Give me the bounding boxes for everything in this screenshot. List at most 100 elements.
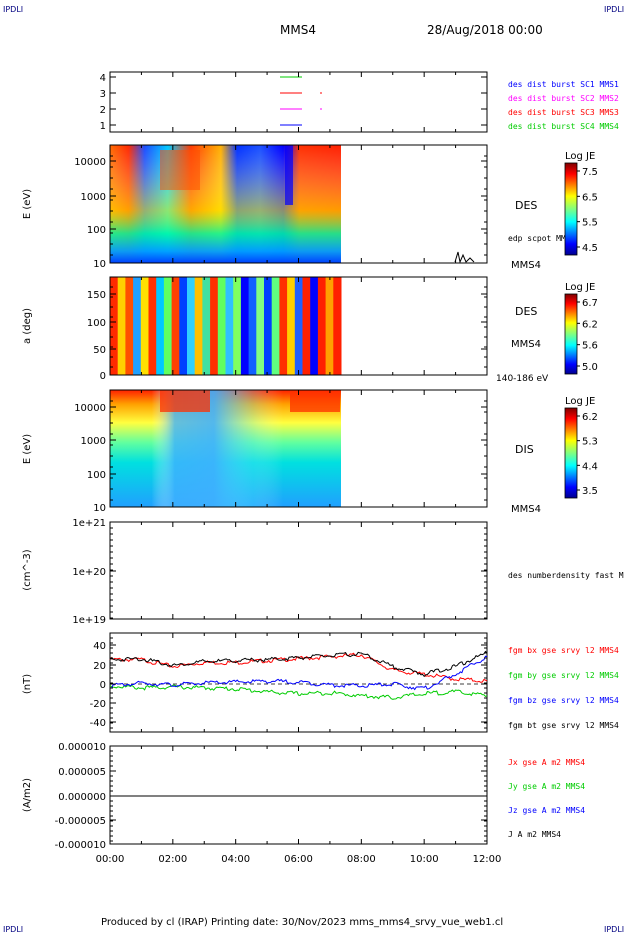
pitch-angle-stripe bbox=[171, 277, 180, 375]
panel4-ytick-label: 10 bbox=[93, 503, 106, 514]
pitch-angle-stripe bbox=[163, 277, 173, 375]
panel3-name: DES bbox=[515, 305, 537, 318]
pitch-angle-stripe bbox=[279, 277, 288, 375]
panel7-frame bbox=[109, 745, 488, 845]
panel3-ytick-label: 150 bbox=[87, 290, 106, 301]
des-energy-band-gap bbox=[285, 145, 293, 205]
time-tick-label: 02:00 bbox=[158, 854, 187, 865]
panel6-ytick-label: 20 bbox=[93, 661, 106, 672]
pitch-angle-stripe bbox=[294, 277, 303, 375]
pitch-angle-stripe bbox=[248, 277, 257, 375]
panel-magnetic-field bbox=[109, 632, 488, 733]
bfield-series-line bbox=[109, 655, 488, 691]
header-date: 28/Aug/2018 00:00 bbox=[427, 23, 543, 37]
bfield-legend-item: fgm by gse srvy l2 MMS4 bbox=[508, 671, 619, 680]
pitch-angle-stripe bbox=[240, 277, 250, 375]
panel3-cbar-tick-label: 5.6 bbox=[582, 341, 598, 352]
des-energy-spectrogram-overlay bbox=[110, 145, 341, 263]
panel7-ylabel: (A/m2) bbox=[22, 778, 33, 812]
panel4-colorbar bbox=[564, 407, 578, 499]
corner-label-tr: IPDLI bbox=[604, 5, 624, 14]
panel2-ytick-label: 1000 bbox=[81, 192, 106, 203]
burst-legend-item: des dist burst SC1 MMS1 bbox=[508, 80, 619, 89]
panel3-ytick-label: 100 bbox=[87, 318, 106, 329]
panel4-sc: MMS4 bbox=[511, 504, 541, 515]
panel3-colorbar bbox=[564, 293, 578, 375]
current-legend-item: Jx gse A m2 MMS4 bbox=[508, 758, 585, 767]
header-spacecraft: MMS4 bbox=[280, 23, 316, 37]
pitch-angle-stripe bbox=[287, 277, 296, 375]
pitch-angle-stripe bbox=[271, 277, 280, 375]
pitch-angle-stripe bbox=[225, 277, 234, 375]
pitch-angle-stripe bbox=[264, 277, 273, 375]
pitch-angle-stripe bbox=[125, 277, 134, 375]
time-tick-label: 12:00 bbox=[473, 854, 502, 865]
panel2-cbar-tick-label: 5.5 bbox=[582, 218, 598, 229]
panel4-name: DIS bbox=[515, 443, 534, 456]
panel3-cbar-tick-label: 6.2 bbox=[582, 319, 598, 330]
dis-energy-band-2 bbox=[290, 390, 340, 412]
corner-label-bl: IPDLI bbox=[3, 925, 23, 934]
burst-legend-item: des dist burst SC4 MMS4 bbox=[508, 122, 619, 131]
pitch-angle-stripe bbox=[210, 277, 219, 375]
panel2-name: DES bbox=[515, 199, 537, 212]
pitch-angle-stripe bbox=[310, 277, 319, 375]
panel6-ytick-label: -40 bbox=[90, 718, 106, 729]
panel-des-pitch bbox=[109, 276, 488, 376]
panel2-cbar-tick-label: 6.5 bbox=[582, 192, 598, 203]
panel4-ytick-label: 1000 bbox=[81, 436, 106, 447]
panel4-cbar-tick-label: 4.4 bbox=[582, 461, 598, 472]
panel7-ytick-label: -0.000010 bbox=[55, 840, 106, 851]
panel3-ytick-label: 50 bbox=[93, 345, 106, 356]
panel7-ytick-label: -0.000005 bbox=[55, 816, 106, 827]
time-tick-label: 08:00 bbox=[347, 854, 376, 865]
pitch-angle-stripe bbox=[202, 277, 211, 375]
pitch-angle-stripe bbox=[179, 277, 188, 375]
pitch-angle-stripe bbox=[148, 277, 157, 375]
bfield-series-line bbox=[109, 684, 488, 700]
bfield-series-line bbox=[109, 650, 488, 678]
panel-density bbox=[109, 521, 488, 620]
panel-burst-availability bbox=[109, 71, 488, 133]
panel6-ytick-label: 0 bbox=[100, 680, 106, 691]
panel7-ytick-label: 0.000005 bbox=[58, 767, 106, 778]
panel3-cbar-title: Log JE bbox=[565, 282, 595, 293]
bfield-legend-item: fgm bx gse srvy l2 MMS4 bbox=[508, 646, 619, 655]
time-tick-label: 04:00 bbox=[221, 854, 250, 865]
time-tick-label: 00:00 bbox=[96, 854, 125, 865]
scpot-trace bbox=[454, 251, 475, 264]
panel5-ytick-label: 1e+19 bbox=[72, 615, 106, 626]
pitch-angle-stripe bbox=[110, 277, 119, 375]
current-legend-item: Jz gse A m2 MMS4 bbox=[508, 806, 585, 815]
bfield-series-line bbox=[109, 652, 488, 683]
panel2-colorbar bbox=[564, 162, 578, 256]
time-tick-label: 06:00 bbox=[284, 854, 313, 865]
panel2-cbar-tick-label: 4.5 bbox=[582, 243, 598, 254]
pitch-angle-stripe bbox=[317, 277, 327, 375]
panel7-ytick-label: 0.000010 bbox=[58, 742, 106, 753]
pitch-angle-stripe bbox=[133, 277, 142, 375]
panel-des-energy bbox=[109, 144, 488, 264]
panel6-ylabel: (nT) bbox=[22, 674, 33, 694]
panel6-ytick-label: -20 bbox=[90, 699, 106, 710]
panel1-ytick-label: 1 bbox=[100, 121, 106, 132]
corner-label-tl: IPDLI bbox=[3, 5, 23, 14]
panel2-cbar-tick-label: 7.5 bbox=[582, 167, 598, 178]
panel4-cbar-tick-label: 6.2 bbox=[582, 412, 598, 423]
pitch-angle-stripe bbox=[302, 277, 311, 375]
pitch-angle-stripe bbox=[156, 277, 165, 375]
bfield-legend-item: fgm bt gse srvy l2 MMS4 bbox=[508, 721, 619, 730]
bfield-legend-item: fgm bz gse srvy l2 MMS4 bbox=[508, 696, 619, 705]
panel-dis-energy bbox=[109, 389, 488, 508]
panel-current-density bbox=[109, 745, 488, 845]
panel4-cbar-tick-label: 3.5 bbox=[582, 486, 598, 497]
panel4-cbar-title: Log JE bbox=[565, 396, 595, 407]
pitch-angle-stripe bbox=[140, 277, 149, 375]
panel3-ylabel: a (deg) bbox=[22, 308, 33, 344]
panel5-frame bbox=[109, 521, 488, 620]
panel4-cbar-tick-label: 5.3 bbox=[582, 437, 598, 448]
panel4-ytick-label: 100 bbox=[87, 470, 106, 481]
panel5-ytick-label: 1e+20 bbox=[72, 567, 106, 578]
pitch-angle-stripe bbox=[333, 277, 342, 375]
